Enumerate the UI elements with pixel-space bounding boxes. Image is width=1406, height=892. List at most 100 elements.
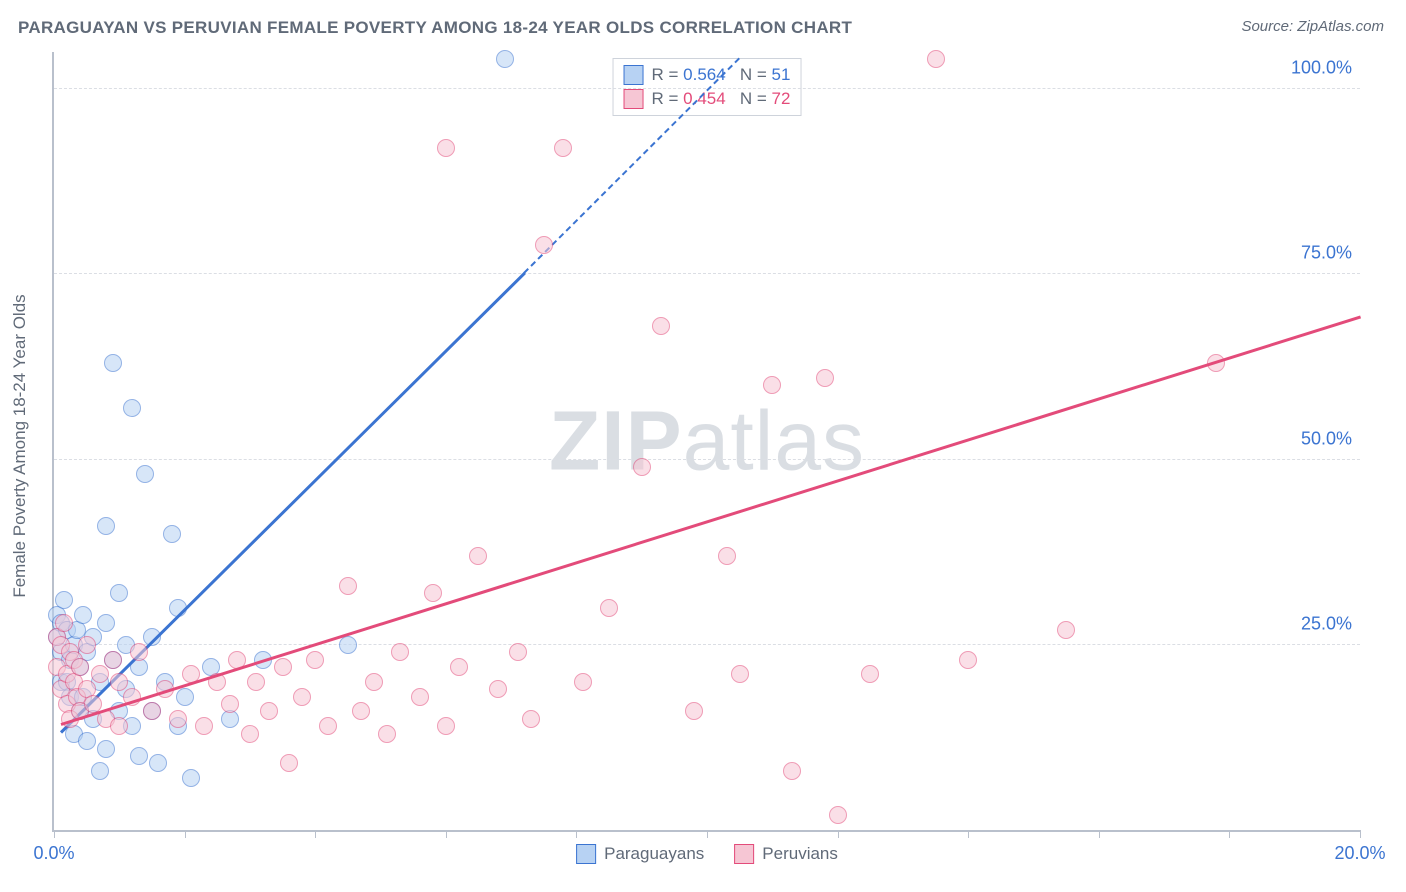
data-point	[469, 547, 487, 565]
data-point	[104, 651, 122, 669]
legend-swatch	[624, 65, 644, 85]
data-point	[55, 591, 73, 609]
x-tick	[185, 830, 186, 838]
data-point	[959, 651, 977, 669]
data-point	[293, 688, 311, 706]
data-point	[241, 725, 259, 743]
data-point	[91, 762, 109, 780]
data-point	[339, 577, 357, 595]
grid-line	[54, 459, 1360, 460]
data-point	[731, 665, 749, 683]
data-point	[554, 139, 572, 157]
data-point	[496, 50, 514, 68]
x-tick	[1360, 830, 1361, 838]
data-point	[306, 651, 324, 669]
data-point	[71, 658, 89, 676]
data-point	[424, 584, 442, 602]
legend-swatch	[576, 844, 596, 864]
plot-inner: ZIPatlas R = 0.564 N = 51 R = 0.454 N = …	[54, 52, 1360, 830]
x-tick	[576, 830, 577, 838]
data-point	[78, 732, 96, 750]
data-point	[391, 643, 409, 661]
y-tick-label: 75.0%	[1301, 243, 1352, 264]
x-tick	[315, 830, 316, 838]
data-point	[143, 702, 161, 720]
data-point	[110, 673, 128, 691]
data-point	[104, 354, 122, 372]
data-point	[130, 643, 148, 661]
data-point	[176, 688, 194, 706]
data-point	[489, 680, 507, 698]
data-point	[437, 717, 455, 735]
data-point	[352, 702, 370, 720]
data-point	[97, 740, 115, 758]
data-point	[274, 658, 292, 676]
data-point	[280, 754, 298, 772]
data-point	[110, 717, 128, 735]
trend-line	[60, 316, 1360, 726]
x-tick-label: 20.0%	[1334, 843, 1385, 864]
data-point	[123, 399, 141, 417]
x-tick	[968, 830, 969, 838]
data-point	[195, 717, 213, 735]
y-axis-label: Female Poverty Among 18-24 Year Olds	[10, 246, 30, 646]
legend-item: Peruvians	[734, 844, 838, 864]
watermark: ZIPatlas	[549, 393, 865, 490]
legend-item: Paraguayans	[576, 844, 704, 864]
y-tick-label: 50.0%	[1301, 428, 1352, 449]
data-point	[97, 517, 115, 535]
data-point	[221, 695, 239, 713]
data-point	[136, 465, 154, 483]
data-point	[169, 710, 187, 728]
data-point	[1057, 621, 1075, 639]
data-point	[97, 614, 115, 632]
x-tick	[1229, 830, 1230, 838]
legend-swatch	[734, 844, 754, 864]
x-tick-label: 0.0%	[33, 843, 74, 864]
legend-series: Paraguayans Peruvians	[576, 844, 838, 864]
grid-line	[54, 644, 1360, 645]
data-point	[163, 525, 181, 543]
data-point	[339, 636, 357, 654]
data-point	[182, 769, 200, 787]
data-point	[319, 717, 337, 735]
data-point	[365, 673, 383, 691]
data-point	[522, 710, 540, 728]
plot-area: ZIPatlas R = 0.564 N = 51 R = 0.454 N = …	[52, 52, 1360, 832]
source-label: Source: ZipAtlas.com	[1241, 18, 1384, 35]
watermark-bold: ZIP	[549, 394, 683, 488]
legend-stats: R = 0.564 N = 51 R = 0.454 N = 72	[613, 58, 802, 116]
y-tick-label: 100.0%	[1291, 58, 1352, 79]
data-point	[685, 702, 703, 720]
data-point	[130, 747, 148, 765]
x-tick	[54, 830, 55, 838]
data-point	[633, 458, 651, 476]
legend-stats-text: R = 0.454 N = 72	[652, 87, 791, 111]
data-point	[149, 754, 167, 772]
legend-label: Peruvians	[762, 844, 838, 864]
data-point	[74, 606, 92, 624]
watermark-rest: atlas	[683, 394, 865, 488]
data-point	[861, 665, 879, 683]
y-tick-label: 25.0%	[1301, 613, 1352, 634]
x-tick	[1099, 830, 1100, 838]
data-point	[378, 725, 396, 743]
data-point	[927, 50, 945, 68]
data-point	[816, 369, 834, 387]
data-point	[652, 317, 670, 335]
legend-stats-row: R = 0.564 N = 51	[624, 63, 791, 87]
chart-title: PARAGUAYAN VS PERUVIAN FEMALE POVERTY AM…	[18, 18, 1388, 38]
data-point	[600, 599, 618, 617]
x-tick	[707, 830, 708, 838]
data-point	[763, 376, 781, 394]
data-point	[110, 584, 128, 602]
data-point	[411, 688, 429, 706]
data-point	[574, 673, 592, 691]
data-point	[91, 665, 109, 683]
data-point	[829, 806, 847, 824]
legend-label: Paraguayans	[604, 844, 704, 864]
data-point	[260, 702, 278, 720]
data-point	[247, 673, 265, 691]
data-point	[437, 139, 455, 157]
x-tick	[446, 830, 447, 838]
